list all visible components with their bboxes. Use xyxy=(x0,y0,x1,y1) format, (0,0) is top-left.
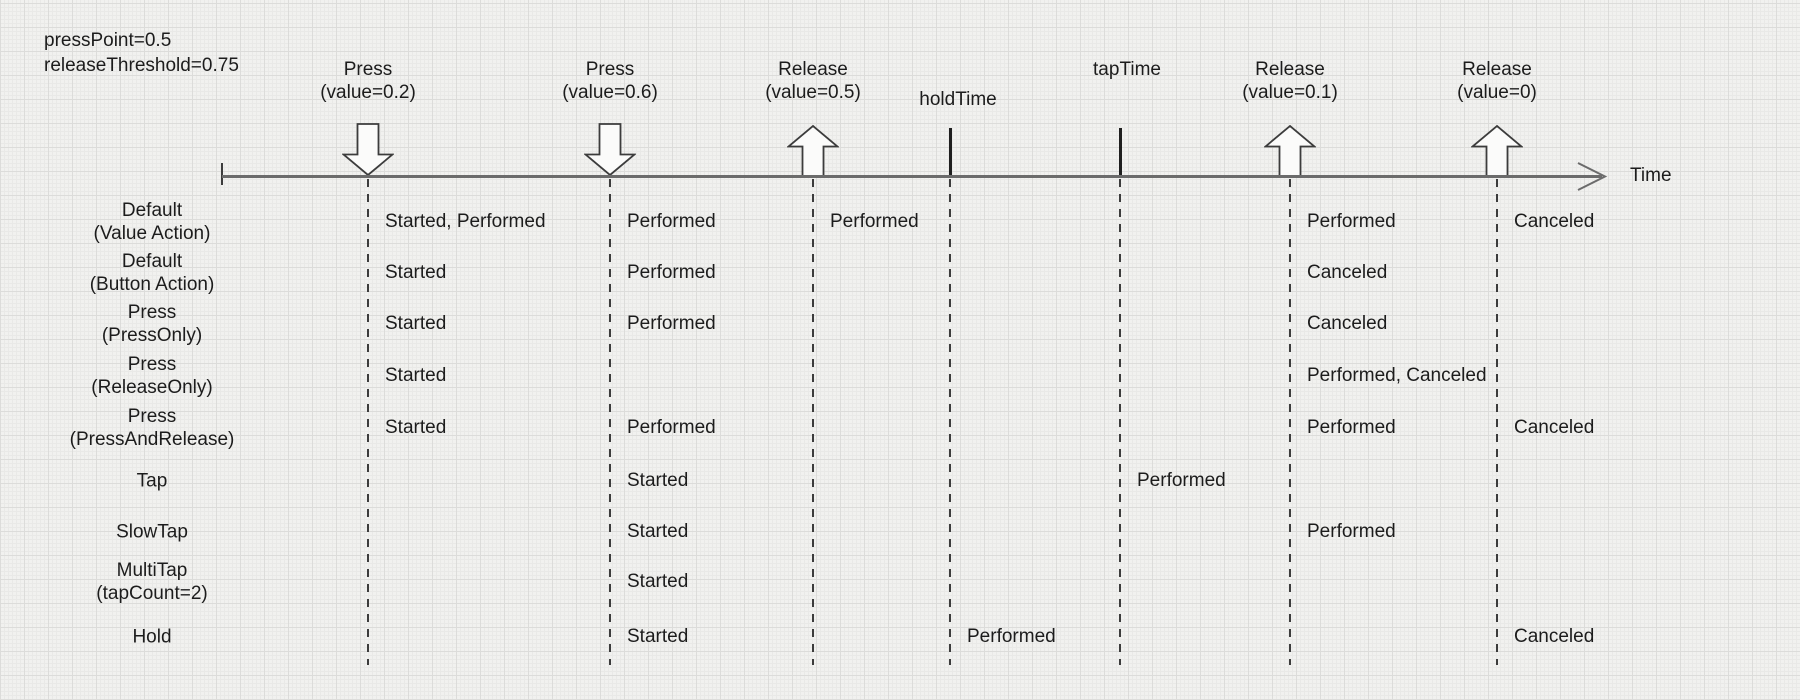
row-label-default-button-action: Default (Button Action) xyxy=(89,251,215,295)
row-label-tap: Tap xyxy=(136,470,168,492)
phase-cell: Started xyxy=(385,262,447,283)
column-header-press-value-0-2: Press (value=0.2) xyxy=(320,59,416,103)
row-label-hold: Hold xyxy=(132,626,172,648)
phase-cell: Canceled xyxy=(1514,417,1595,438)
config-note: pressPoint=0.5 releaseThreshold=0.75 xyxy=(44,28,239,78)
holdtime-tick-mark xyxy=(949,128,952,176)
phase-cell: Started xyxy=(385,313,447,334)
column-header-holdtime: holdTime xyxy=(919,89,997,110)
time-axis-arrowhead-icon xyxy=(1577,162,1608,191)
row-label-press-releaseonly: Press (ReleaseOnly) xyxy=(91,354,213,398)
time-axis-label: Time xyxy=(1630,165,1672,186)
phase-cell: Performed xyxy=(627,211,716,232)
release-up-arrow-icon xyxy=(1471,125,1523,177)
phase-cell: Canceled xyxy=(1307,262,1388,283)
taptime-tick-mark xyxy=(1119,128,1122,176)
event-guide-line-taptime xyxy=(1119,179,1121,665)
phase-cell: Performed xyxy=(830,211,919,232)
config-presspoint: pressPoint=0.5 xyxy=(44,30,172,51)
column-header-release-value-0-1: Release (value=0.1) xyxy=(1242,59,1338,103)
event-guide-line-press-0-6 xyxy=(609,179,611,665)
event-guide-line-holdtime xyxy=(949,179,951,665)
phase-cell: Performed, Canceled xyxy=(1307,365,1487,386)
column-header-release-value-0-5: Release (value=0.5) xyxy=(765,59,861,103)
phase-cell: Canceled xyxy=(1514,211,1595,232)
phase-cell: Started xyxy=(627,571,689,592)
row-label-default-value-action: Default (Value Action) xyxy=(93,200,211,244)
time-axis-start-tick xyxy=(221,163,223,185)
phase-cell: Started xyxy=(385,417,447,438)
phase-cell: Started xyxy=(627,470,689,491)
event-guide-line-press-0-2 xyxy=(367,179,369,665)
row-label-press-pressonly: Press (PressOnly) xyxy=(101,302,203,346)
press-down-arrow-icon xyxy=(584,123,636,176)
phase-cell: Performed xyxy=(627,262,716,283)
row-label-press-pressandrelease: Press (PressAndRelease) xyxy=(69,406,235,450)
phase-cell: Performed xyxy=(1307,211,1396,232)
phase-cell: Performed xyxy=(627,417,716,438)
press-down-arrow-icon xyxy=(342,123,394,176)
config-releasethreshold: releaseThreshold=0.75 xyxy=(44,55,239,76)
release-up-arrow-icon xyxy=(787,125,839,177)
phase-cell: Performed xyxy=(967,626,1056,647)
phase-cell: Started xyxy=(627,626,689,647)
event-guide-line-release-0 xyxy=(1496,179,1498,665)
event-guide-line-release-0-1 xyxy=(1289,179,1291,665)
phase-cell: Canceled xyxy=(1307,313,1388,334)
phase-cell: Started xyxy=(627,521,689,542)
column-header-press-value-0-6: Press (value=0.6) xyxy=(562,59,658,103)
phase-cell: Performed xyxy=(627,313,716,334)
phase-cell: Canceled xyxy=(1514,626,1595,647)
phase-cell: Performed xyxy=(1137,470,1226,491)
phase-cell: Performed xyxy=(1307,521,1396,542)
column-header-release-value-0: Release (value=0) xyxy=(1457,59,1537,103)
phase-cell: Performed xyxy=(1307,417,1396,438)
phase-cell: Started xyxy=(385,365,447,386)
column-header-taptime: tapTime xyxy=(1093,59,1161,80)
release-up-arrow-icon xyxy=(1264,125,1316,177)
time-axis xyxy=(222,175,1602,178)
phase-cell: Started, Performed xyxy=(385,211,546,232)
event-guide-line-release-0-5 xyxy=(812,179,814,665)
row-label-multitap: MultiTap (tapCount=2) xyxy=(96,560,208,604)
row-label-slowtap: SlowTap xyxy=(116,521,188,543)
